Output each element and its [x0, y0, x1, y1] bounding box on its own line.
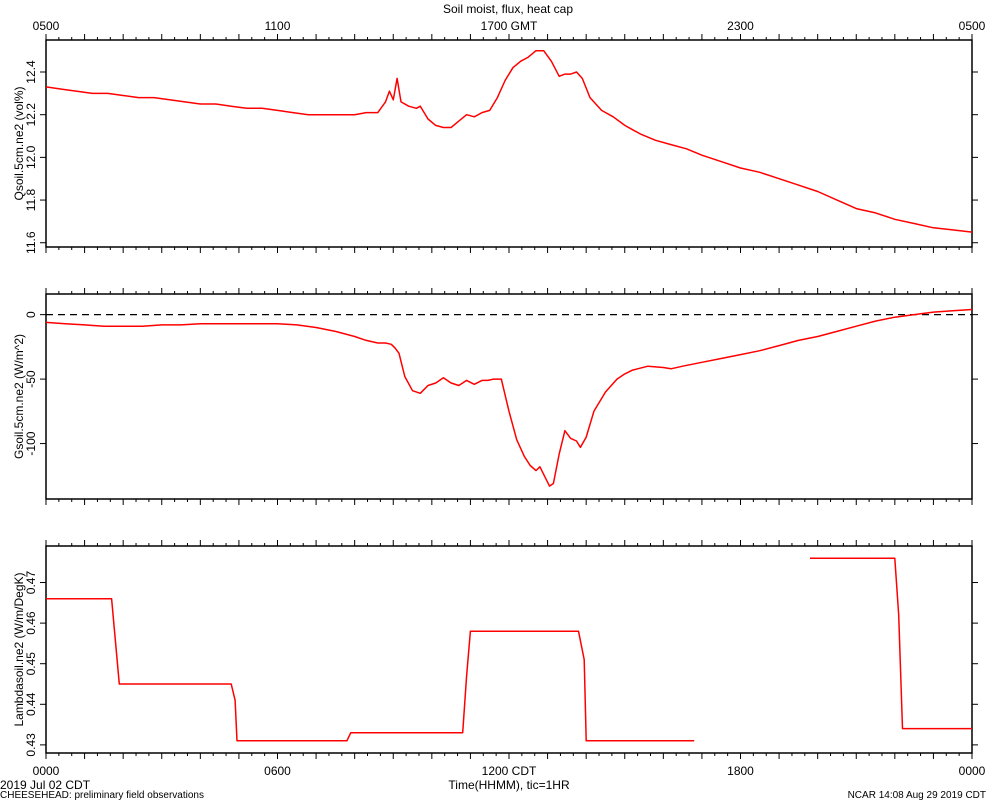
top-tick-label: 2300 [727, 19, 754, 33]
top-tick-label: 1100 [265, 19, 291, 33]
panel-1: 11.6 11.8 12.0 12.2 12.4 Qsoil.5cm.ne2 (vol%) [12, 34, 978, 254]
y-tick-label: 0 [24, 311, 38, 318]
y-tick-label: 12.2 [24, 103, 38, 127]
footer-generated: NCAR 14:08 Aug 29 2019 CDT [848, 790, 986, 800]
series-line [810, 557, 972, 730]
chart-title: Soil moist, flux, heat cap [443, 2, 573, 16]
y-axis-label: Gsoil.5cm.ne2 (W/m^2) [12, 334, 26, 459]
y-tick-label: 0.46 [24, 611, 38, 635]
panel-2: -100 -50 0 Gsoil.5cm.ne2 (W/m^2) [12, 288, 978, 505]
top-tick-label: 0500 [959, 19, 986, 33]
bottom-tick-label: 1200 CDT [482, 764, 537, 778]
series-line [46, 598, 695, 742]
plot-frame [45, 545, 973, 754]
top-tick-label: 0500 [33, 19, 60, 33]
footer-date: 2019 Jul 02 CDT [0, 778, 91, 792]
y-tick-label: -100 [24, 431, 38, 455]
bottom-tick-label: 0600 [264, 764, 291, 778]
y-tick-label: 0.43 [24, 733, 38, 757]
footer-project: CHEESEHEAD: preliminary field observatio… [0, 790, 204, 800]
top-axis-tick-labels: 0500 1100 1700 GMT 2300 0500 [33, 19, 986, 33]
y-tick-label: 11.8 [24, 188, 38, 211]
y-tick-label: -50 [24, 370, 38, 388]
y-axis-label: Qsoil.5cm.ne2 (vol%) [12, 86, 26, 200]
y-tick-label: 0.44 [24, 692, 38, 716]
series-line [45, 308, 973, 487]
y-tick-label: 0.47 [24, 571, 38, 595]
y-tick-label: 11.6 [24, 231, 38, 254]
x-axis-label: Time(HHMM), tic=1HR [448, 778, 570, 792]
bottom-tick-label: 0000 [33, 764, 60, 778]
plot-frame [45, 39, 973, 248]
y-tick-label: 12.0 [24, 145, 38, 169]
series-line [45, 49, 973, 233]
y-tick-label: 12.4 [24, 60, 38, 84]
top-tick-label: 1700 GMT [481, 19, 538, 33]
y-axis-label: Lambdasoil.ne2 (W/m/DegK) [12, 572, 26, 726]
y-tick-label: 0.45 [24, 652, 38, 676]
bottom-tick-label: 0000 [959, 764, 986, 778]
bottom-tick-label: 1800 [727, 764, 754, 778]
chart-panels: 11.6 11.8 12.0 12.2 12.4 Qsoil.5cm.ne2 (vol%)… [12, 34, 978, 759]
bottom-axis-tick-labels: 0000 0600 1200 CDT 1800 0000 [33, 764, 986, 778]
